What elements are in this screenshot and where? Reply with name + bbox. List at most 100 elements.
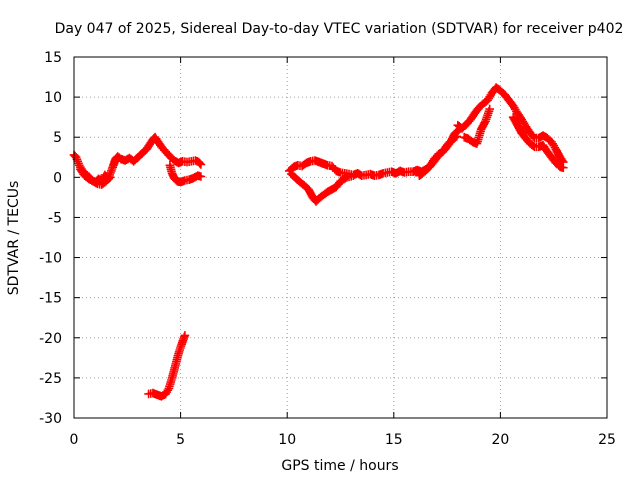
data-point [119,157,123,161]
data-point [541,144,545,147]
data-point [322,193,325,197]
data-point [465,123,468,126]
data-point [303,184,306,187]
data-point [480,128,483,131]
data-point [356,172,359,175]
data-point [179,180,182,184]
series-10 [508,112,568,172]
x-axis-ticks: 0 5 10 15 20 25 [70,57,616,448]
x-tick-label: 0 [70,432,79,448]
y-axis-label: SDTVAR / TECUs [6,181,22,296]
data-point [180,342,183,346]
data-point [311,196,314,199]
data-point [87,177,91,181]
data-point [511,104,515,108]
data-point [314,200,318,203]
x-tick-label: 5 [176,432,185,448]
y-tick-label: -25 [39,371,62,387]
data-point [520,118,523,121]
data-point [181,160,184,163]
series-7 [415,132,461,180]
data-point [335,185,338,189]
data-point [473,111,477,115]
data-point [452,137,455,141]
data-point [109,176,112,179]
data-point [114,157,117,161]
data-point [343,172,346,175]
series-2 [76,165,115,189]
data-point [194,159,197,162]
data-point [168,155,172,158]
data-point [469,118,472,121]
y-tick-label: -20 [39,331,62,347]
y-tick-label: -5 [48,210,62,226]
data-point [141,152,144,155]
data-point [456,123,459,127]
data-point [456,129,459,133]
data-point [157,140,160,144]
data-point [103,173,107,177]
data-point [307,188,310,191]
data-point [533,145,536,149]
data-point [546,150,549,153]
data-point [546,136,549,140]
data-point [326,164,329,167]
data-point [562,160,565,164]
data-point [377,173,381,177]
data-point [128,156,131,160]
data-point [173,159,176,162]
y-tick-label: -30 [39,411,62,427]
data-point [411,170,415,173]
y-tick-label: -15 [39,291,62,307]
data-point [386,171,389,174]
data-point [96,182,99,185]
data-point [550,156,553,159]
data-point [164,392,167,396]
data-point [558,165,562,169]
data-point [558,156,562,159]
data-point [486,99,489,102]
data-point [292,165,295,169]
y-tick-label: 0 [53,170,62,186]
data-point [176,180,179,183]
data-point [290,172,293,176]
data-point [369,172,372,176]
data-point [503,93,506,96]
series-markers [508,112,568,172]
data-point [430,162,434,165]
data-point [91,180,95,183]
data-point [460,127,464,130]
y-tick-label: 10 [44,90,62,106]
data-point [471,140,474,144]
data-point [183,334,187,337]
data-series [69,83,568,401]
data-point [160,395,163,398]
y-tick-label: -10 [39,251,62,267]
data-point [448,142,451,145]
data-point [529,132,532,135]
x-tick-label: 10 [278,432,296,448]
data-point [475,142,479,145]
data-point [83,174,86,177]
data-point [524,125,528,128]
data-point [155,393,159,396]
data-point [403,171,406,174]
data-point [422,171,425,174]
data-point [151,391,155,395]
data-point [381,172,385,175]
data-point [132,160,135,163]
data-point [322,162,325,165]
data-point [116,155,119,158]
series-6 [287,169,358,206]
data-point [373,174,376,177]
data-point [416,168,419,172]
data-point [183,179,187,182]
grid [74,57,607,418]
data-point [177,352,180,356]
data-point [390,170,393,173]
data-point [104,180,108,183]
data-point [330,188,334,191]
data-point [300,164,304,168]
x-axis-label: GPS time / hours [281,458,398,474]
